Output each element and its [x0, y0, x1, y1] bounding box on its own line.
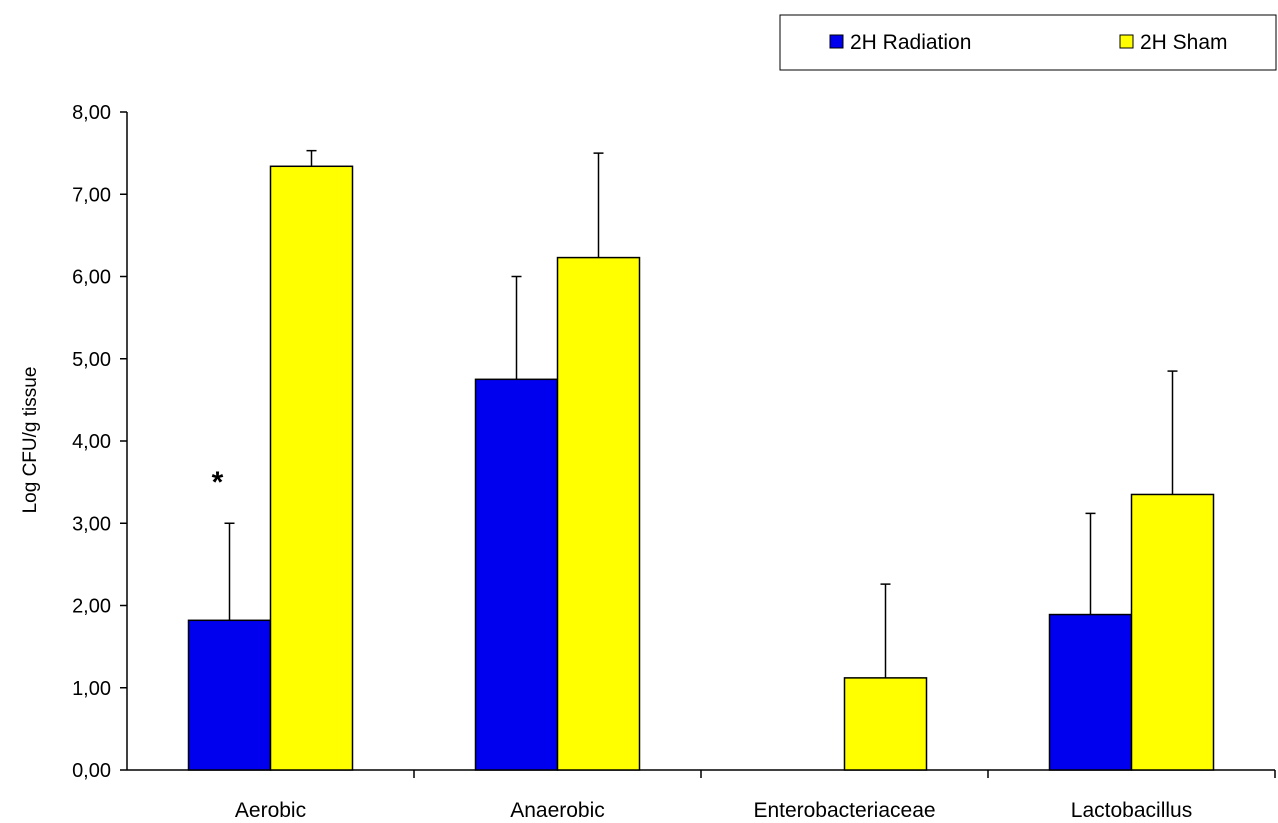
x-category-label: Lactobacillus — [1071, 799, 1192, 822]
x-category-label: Anaerobic — [510, 799, 605, 822]
y-tick-label: 8,00 — [72, 102, 111, 124]
y-tick-label: 3,00 — [72, 513, 111, 535]
legend-swatch-radiation — [829, 34, 844, 49]
bar — [187, 619, 272, 771]
y-tick-label: 1,00 — [72, 678, 111, 700]
bar — [269, 165, 354, 771]
x-category-label: Aerobic — [235, 799, 306, 822]
bar — [556, 256, 641, 771]
legend-box — [779, 14, 1277, 71]
significance-asterisk: * — [212, 466, 224, 499]
plot-area: 0,00 1,00 2,00 3,00 4,00 5,00 6,00 7,00 8,00 Aero… — [72, 102, 1276, 822]
y-tick-label: 0,00 — [72, 760, 111, 782]
y-tick-label: 5,00 — [72, 349, 111, 371]
bar — [843, 677, 928, 771]
bar — [1130, 493, 1215, 771]
legend-swatch-sham — [1119, 34, 1134, 49]
y-tick-label: 6,00 — [72, 267, 111, 289]
y-tick-label: 4,00 — [72, 431, 111, 453]
bar — [1048, 613, 1133, 771]
y-tick-label: 7,00 — [72, 184, 111, 206]
y-tick-label: 2,00 — [72, 596, 111, 618]
bar — [474, 378, 559, 771]
legend-label-radiation: 2H Radiation — [850, 31, 971, 54]
y-axis-title: Log CFU/g tissue — [20, 367, 41, 514]
legend-label-sham: 2H Sham — [1140, 31, 1228, 54]
legend: 2H Radiation 2H Sham — [779, 14, 1277, 71]
x-category-label: Enterobacteriaceae — [753, 799, 935, 822]
